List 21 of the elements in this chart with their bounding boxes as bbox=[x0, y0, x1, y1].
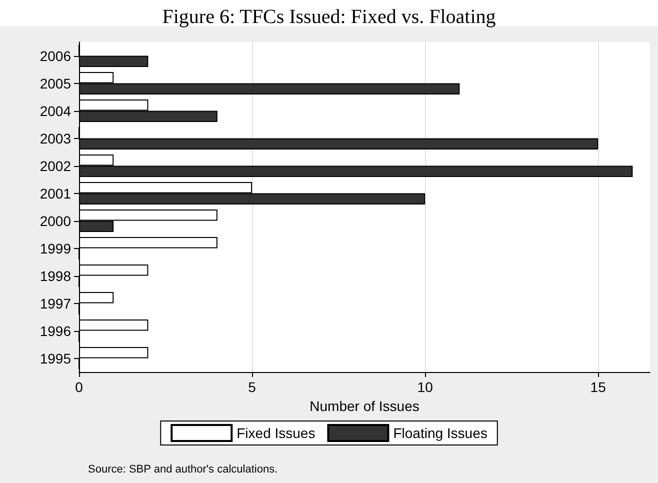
x-tick-label: 5 bbox=[248, 379, 256, 395]
y-tick-label: 1996 bbox=[40, 322, 72, 339]
y-tick-label: 2003 bbox=[40, 130, 72, 146]
source-note: Source: SBP and author's calculations. bbox=[88, 464, 278, 476]
x-axis-title: Number of Issues bbox=[310, 398, 420, 414]
y-tick-label: 2006 bbox=[40, 48, 72, 64]
chart-title: Figure 6: TFCs Issued: Fixed vs. Floating bbox=[162, 6, 496, 28]
y-tick-label: 1998 bbox=[40, 268, 72, 284]
y-tick-label: 2001 bbox=[40, 185, 72, 202]
y-tick-label: 2005 bbox=[40, 75, 72, 92]
x-tick-label: 15 bbox=[590, 379, 606, 395]
x-tick-label: 0 bbox=[75, 379, 84, 395]
y-tick-label: 2002 bbox=[40, 158, 72, 174]
legend-label: Floating Issues bbox=[393, 425, 488, 441]
y-tick-label: 1999 bbox=[40, 240, 72, 256]
y-tick-label: 1995 bbox=[40, 350, 72, 366]
y-tick-label: 1997 bbox=[40, 295, 72, 312]
x-tick-label: 10 bbox=[417, 379, 434, 395]
y-tick-label: 2004 bbox=[40, 102, 72, 119]
legend-label: Fixed Issues bbox=[236, 425, 316, 441]
y-tick-label: 2000 bbox=[40, 212, 72, 229]
